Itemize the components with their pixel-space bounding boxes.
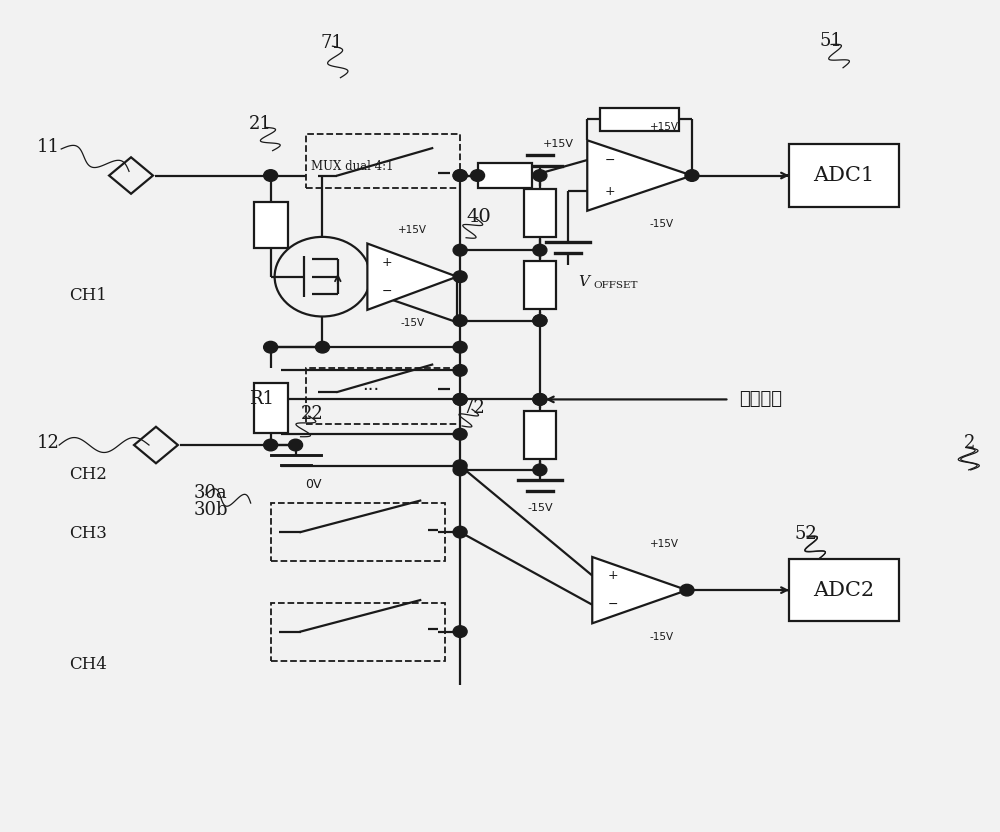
Text: -15V: -15V	[527, 503, 553, 513]
FancyBboxPatch shape	[524, 411, 556, 458]
Circle shape	[533, 314, 547, 326]
Text: -15V: -15V	[400, 318, 424, 328]
Text: MUX dual 4:1: MUX dual 4:1	[311, 160, 393, 173]
Text: CH4: CH4	[69, 656, 107, 673]
Text: 72: 72	[462, 399, 485, 417]
Text: 控制信号: 控制信号	[739, 390, 782, 409]
FancyBboxPatch shape	[789, 559, 899, 622]
Text: +15V: +15V	[650, 538, 679, 548]
FancyBboxPatch shape	[789, 145, 899, 206]
Circle shape	[453, 245, 467, 256]
Circle shape	[453, 314, 467, 326]
Circle shape	[264, 170, 278, 181]
FancyBboxPatch shape	[524, 189, 556, 237]
FancyBboxPatch shape	[600, 107, 679, 131]
Text: ADC1: ADC1	[813, 166, 875, 185]
Text: −: −	[382, 285, 392, 298]
Text: 52: 52	[794, 525, 817, 542]
Text: -15V: -15V	[650, 219, 674, 229]
Text: 22: 22	[301, 405, 323, 423]
Circle shape	[533, 170, 547, 181]
Circle shape	[316, 341, 329, 353]
Circle shape	[453, 394, 467, 405]
Text: CH1: CH1	[69, 287, 107, 305]
Circle shape	[533, 245, 547, 256]
Text: ...: ...	[362, 376, 379, 394]
Text: +15V: +15V	[398, 225, 427, 235]
FancyBboxPatch shape	[254, 202, 288, 248]
Circle shape	[453, 394, 467, 405]
Text: −: −	[608, 598, 618, 612]
Circle shape	[453, 460, 467, 472]
Text: +15V: +15V	[543, 139, 574, 149]
Text: CH3: CH3	[69, 525, 107, 542]
Text: +15V: +15V	[650, 122, 679, 132]
Text: +: +	[608, 569, 618, 582]
Text: V: V	[578, 275, 589, 289]
Text: OFFSET: OFFSET	[594, 281, 638, 290]
Text: +: +	[382, 255, 392, 269]
Text: 40: 40	[466, 208, 491, 226]
Text: 12: 12	[36, 433, 59, 452]
Circle shape	[453, 626, 467, 637]
Text: −: −	[605, 154, 616, 166]
Circle shape	[453, 428, 467, 440]
Text: 30a: 30a	[194, 484, 228, 503]
Text: CH2: CH2	[69, 466, 107, 483]
Polygon shape	[367, 244, 457, 310]
Circle shape	[453, 364, 467, 376]
Circle shape	[289, 439, 303, 451]
Text: 71: 71	[320, 34, 343, 52]
Text: +: +	[605, 185, 616, 197]
Text: 11: 11	[36, 137, 59, 156]
Circle shape	[453, 271, 467, 283]
Circle shape	[453, 464, 467, 476]
Circle shape	[453, 170, 467, 181]
Text: ADC2: ADC2	[813, 581, 875, 600]
Circle shape	[453, 170, 467, 181]
Circle shape	[533, 394, 547, 405]
Circle shape	[453, 341, 467, 353]
Text: 21: 21	[249, 115, 272, 133]
Circle shape	[533, 394, 547, 405]
Text: 30b: 30b	[194, 501, 228, 518]
Circle shape	[264, 341, 278, 353]
Circle shape	[533, 464, 547, 476]
Polygon shape	[592, 557, 687, 623]
Circle shape	[533, 314, 547, 326]
FancyBboxPatch shape	[254, 383, 288, 433]
Text: 2: 2	[964, 433, 975, 452]
FancyBboxPatch shape	[524, 261, 556, 310]
Circle shape	[685, 170, 699, 181]
Polygon shape	[587, 141, 692, 210]
Circle shape	[264, 439, 278, 451]
Circle shape	[453, 527, 467, 538]
Text: 0V: 0V	[306, 478, 322, 492]
Circle shape	[680, 584, 694, 596]
FancyBboxPatch shape	[478, 163, 532, 188]
Text: 51: 51	[819, 32, 842, 50]
Circle shape	[471, 170, 485, 181]
Text: -15V: -15V	[650, 631, 674, 641]
Text: R1: R1	[249, 390, 274, 409]
